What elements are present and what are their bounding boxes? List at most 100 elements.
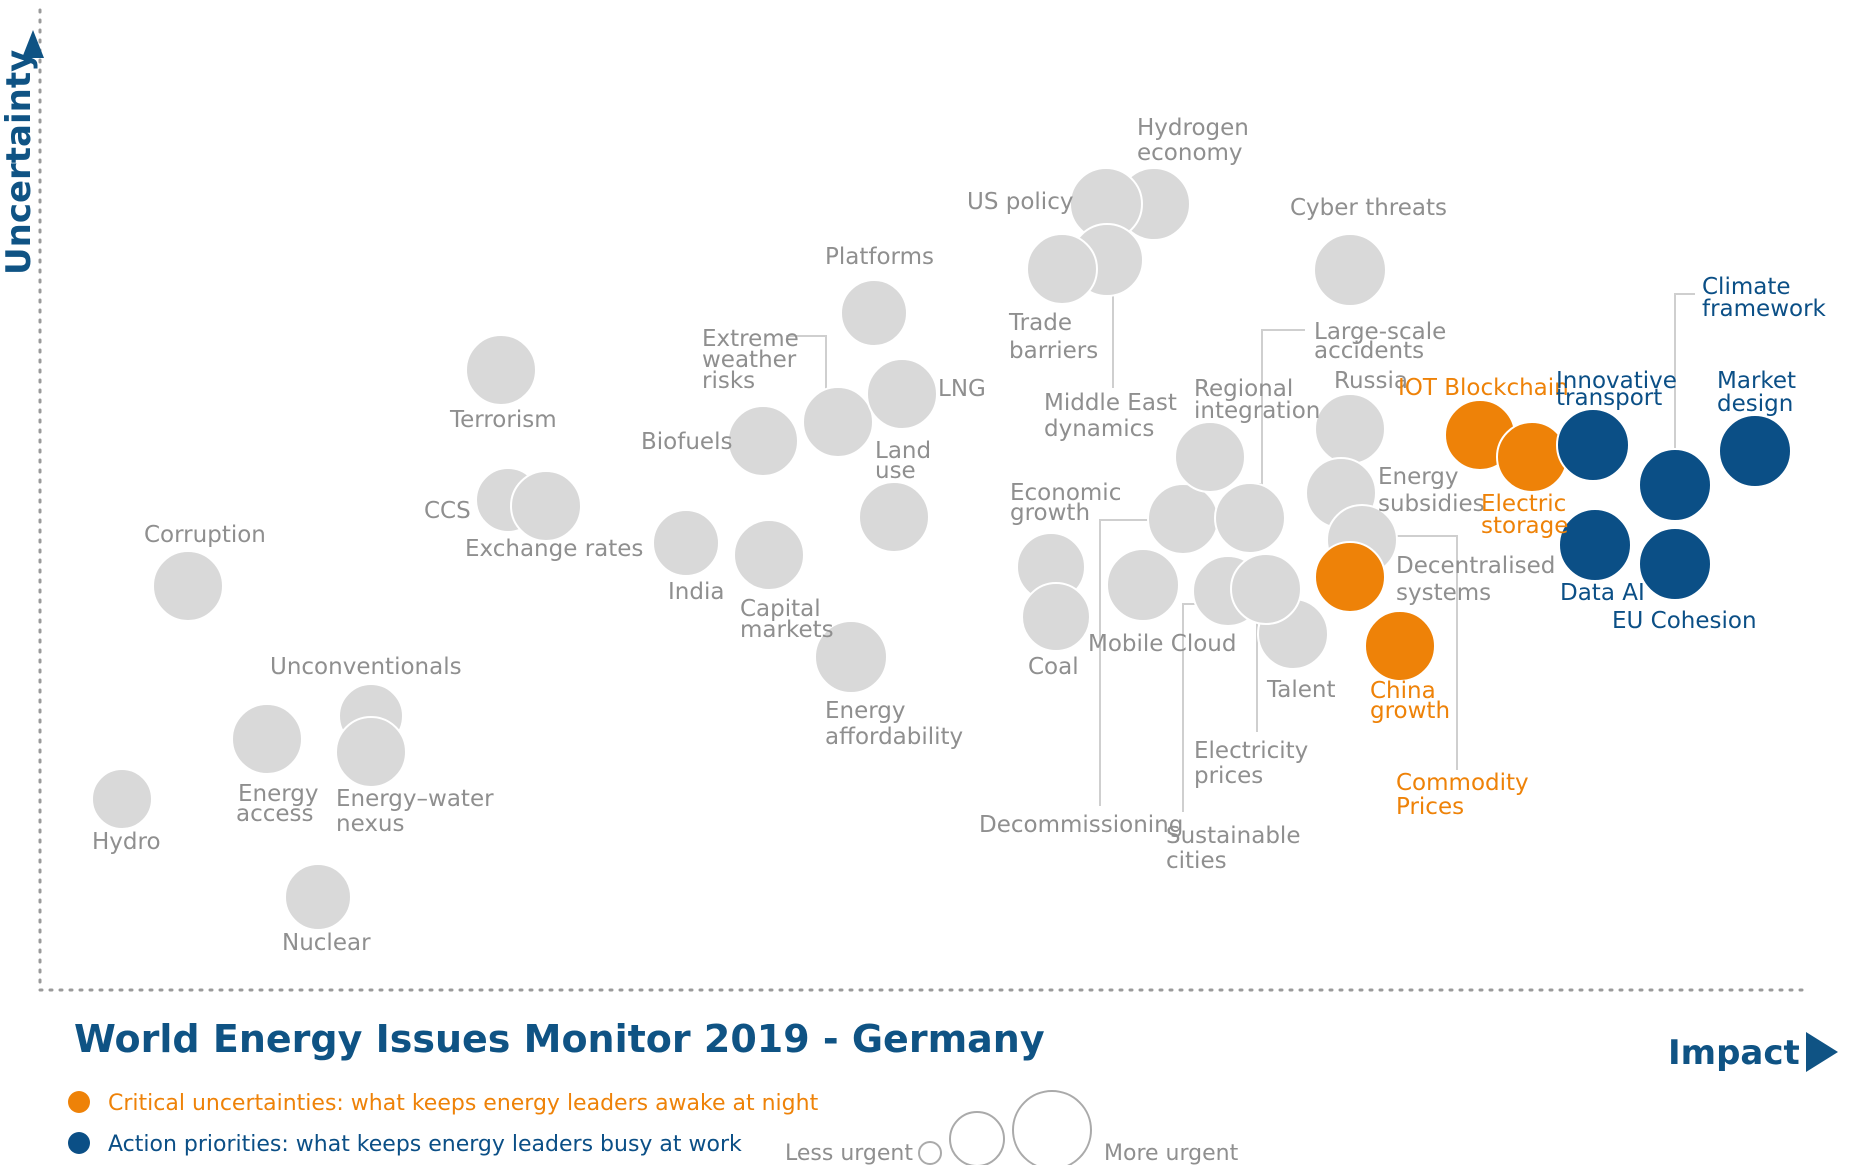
bubble-market-design xyxy=(1496,421,1568,493)
bubble-india xyxy=(652,509,720,577)
label-energy-subsidies-line-2: accidents xyxy=(1314,338,1424,364)
x-axis-arrow-icon xyxy=(1806,1032,1838,1072)
label-india: India xyxy=(668,579,724,605)
label-decommissioning: Mobile Cloud xyxy=(1088,631,1236,657)
label-land-use-line-1: Land xyxy=(875,438,931,464)
label-decentralised-systems: Russia xyxy=(1334,368,1408,394)
label-electric-storage-line-1: China xyxy=(1370,678,1436,704)
bubble-regional-integration xyxy=(1147,483,1219,555)
label-talent-line-2: prices xyxy=(1194,763,1263,789)
size-legend-less-label: Less urgent xyxy=(785,1141,913,1165)
label-energy-water-nexus-line-2: nexus xyxy=(336,811,405,837)
label-platforms: Platforms xyxy=(825,244,934,270)
label-digitalisation-line-2: design xyxy=(1717,391,1793,417)
label-innovative-transport-line-1: Commodity xyxy=(1396,770,1529,796)
size-legend-small xyxy=(918,1141,942,1165)
bubble-platforms xyxy=(840,279,908,347)
bubble-russia xyxy=(1313,233,1387,307)
label-energy-access-line-1: Energy xyxy=(238,781,319,807)
bubble-iot-blockchain xyxy=(1314,541,1386,613)
label-climate-framework: IOT Blockchain xyxy=(1398,375,1569,401)
label-extreme-weather-risks-line-1: Extreme xyxy=(702,326,799,352)
bubble-eu-cohesion xyxy=(1638,448,1712,522)
bubble-sustainable-cities xyxy=(1174,421,1246,493)
label-coal-line-1: Economic xyxy=(1010,480,1121,506)
label-hydro: Hydro xyxy=(92,829,161,855)
label-middle-east-dynamics-line-1: Trade xyxy=(1008,310,1072,336)
bubble-digitalisation xyxy=(1718,414,1792,488)
bubble-corruption xyxy=(152,550,224,622)
legend-action-label: Action priorities: what keeps energy lea… xyxy=(108,1132,742,1157)
label-russia: Cyber threats xyxy=(1290,195,1447,221)
label-data-ai-line-2: transport xyxy=(1556,385,1662,411)
y-axis-title: Uncertainty xyxy=(0,50,39,275)
label-talent-line-1: Electricity xyxy=(1194,738,1308,764)
bubble-lng xyxy=(866,358,938,430)
label-eu-cohesion-line-1: Climate xyxy=(1702,274,1791,300)
leader-line-eu-cohesion xyxy=(1674,293,1695,449)
bubble-terrorism xyxy=(465,334,537,406)
bubble-middle-east-dynamics xyxy=(1026,233,1098,305)
legend-action-marker xyxy=(68,1132,90,1154)
label-digitalisation-line-1: Market xyxy=(1717,368,1796,394)
chart-title: World Energy Issues Monitor 2019 - Germa… xyxy=(74,1017,1045,1061)
y-axis-arrow-icon xyxy=(22,30,44,58)
size-legend-medium xyxy=(949,1111,1005,1165)
label-electricity-prices-line-2: cities xyxy=(1166,848,1227,874)
bubble-decommissioning xyxy=(1106,548,1180,622)
label-ccs: CCS xyxy=(424,498,471,524)
label-economic-growth-line-1: Middle East xyxy=(1044,390,1177,416)
bubble-energy-water-nexus xyxy=(335,716,407,788)
label-energy-subsidies-line-1: Large-scale xyxy=(1314,319,1446,345)
label-land-use-line-2: use xyxy=(875,458,916,484)
label-hydrogen-economy-line-1: Hydrogen xyxy=(1137,115,1249,141)
bubble-nuclear xyxy=(284,863,352,931)
label-capital-markets-line-2: markets xyxy=(740,617,834,643)
bubble-decentralised-systems xyxy=(1314,393,1386,465)
bubble-energy-affordability xyxy=(814,620,888,694)
bubble-exchange-rates xyxy=(510,470,582,542)
label-economic-growth-line-2: dynamics xyxy=(1044,416,1154,442)
bubble-capital-markets xyxy=(733,519,805,591)
label-china-growth-line-2: subsidies xyxy=(1378,491,1485,517)
bubble-energy-efficiency xyxy=(1638,527,1712,601)
label-cyber-threats: Talent xyxy=(1266,677,1335,703)
label-unconventionals: Unconventionals xyxy=(270,654,462,680)
bubbles xyxy=(91,167,1792,931)
label-commodity-prices-line-2: systems xyxy=(1396,580,1491,606)
size-legend-large xyxy=(1012,1090,1092,1165)
label-extreme-weather-risks-line-2: weather xyxy=(702,347,797,373)
label-coal-line-2: growth xyxy=(1010,500,1090,526)
bubble-renewable-energies xyxy=(1558,508,1632,582)
bubble-biofuels xyxy=(727,405,799,477)
label-corruption: Corruption xyxy=(144,522,266,548)
bubble-land-use xyxy=(858,481,930,553)
label-mobile-cloud: Coal xyxy=(1028,654,1079,680)
label-us-policy: US policy xyxy=(967,189,1073,215)
label-renewable-energies: Data AI xyxy=(1560,580,1645,606)
label-extreme-weather-risks-line-3: risks xyxy=(702,368,755,394)
label-middle-east-dynamics-line-2: barriers xyxy=(1009,338,1098,364)
leader-line-regional-integration xyxy=(1099,519,1148,806)
size-legend-more-label: More urgent xyxy=(1104,1141,1239,1165)
label-energy-access-line-2: access xyxy=(236,801,314,827)
label-sustainable-cities-line-2: integration xyxy=(1194,398,1320,424)
label-commodity-prices-line-1: Decentralised xyxy=(1396,553,1555,579)
leader-line-innovative-transport xyxy=(1384,535,1458,770)
label-market-design-line-2: storage xyxy=(1481,513,1568,539)
label-energy-affordability-line-2: affordability xyxy=(825,724,963,750)
leader-line-extreme-weather-risks xyxy=(786,335,827,390)
axes: Uncertainty Impact xyxy=(0,8,1838,1073)
size-legend: Less urgent More urgent xyxy=(785,1090,1239,1165)
bubble-hydro xyxy=(91,768,153,830)
label-energy-affordability-line-1: Energy xyxy=(825,698,906,724)
legend-critical-label: Critical uncertainties: what keeps energ… xyxy=(108,1091,819,1116)
label-electric-storage-line-2: growth xyxy=(1370,698,1450,724)
label-data-ai-line-1: Innovative xyxy=(1556,368,1677,394)
bubble-extreme-weather-risks xyxy=(802,386,874,458)
label-regional-integration: Decommissioning xyxy=(979,812,1183,838)
label-lng: LNG xyxy=(938,376,986,402)
label-capital-markets-line-1: Capital xyxy=(740,596,821,622)
bubble-large-scale-accidents xyxy=(1230,553,1302,625)
x-axis-title: Impact xyxy=(1668,1033,1800,1073)
